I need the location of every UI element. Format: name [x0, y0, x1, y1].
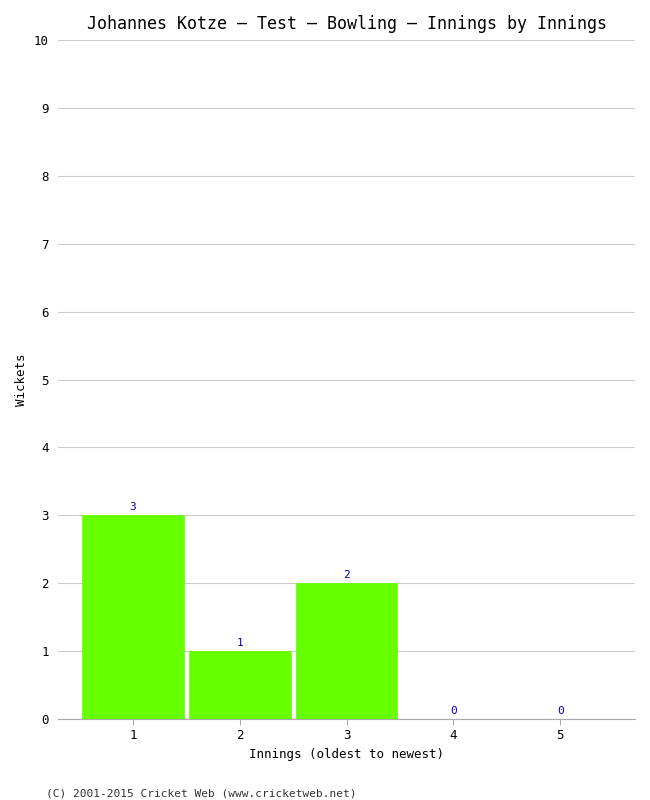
Text: 0: 0 [450, 706, 457, 716]
Bar [83, 515, 184, 719]
Text: 0: 0 [557, 706, 564, 716]
X-axis label: Innings (oldest to newest): Innings (oldest to newest) [249, 748, 444, 761]
Y-axis label: Wickets: Wickets [15, 354, 28, 406]
Bar [189, 651, 291, 719]
Bar [296, 583, 397, 719]
Text: 3: 3 [129, 502, 136, 512]
Text: 1: 1 [237, 638, 243, 648]
Title: Johannes Kotze – Test – Bowling – Innings by Innings: Johannes Kotze – Test – Bowling – Inning… [86, 15, 606, 33]
Text: 2: 2 [343, 570, 350, 580]
Text: (C) 2001-2015 Cricket Web (www.cricketweb.net): (C) 2001-2015 Cricket Web (www.cricketwe… [46, 788, 356, 798]
